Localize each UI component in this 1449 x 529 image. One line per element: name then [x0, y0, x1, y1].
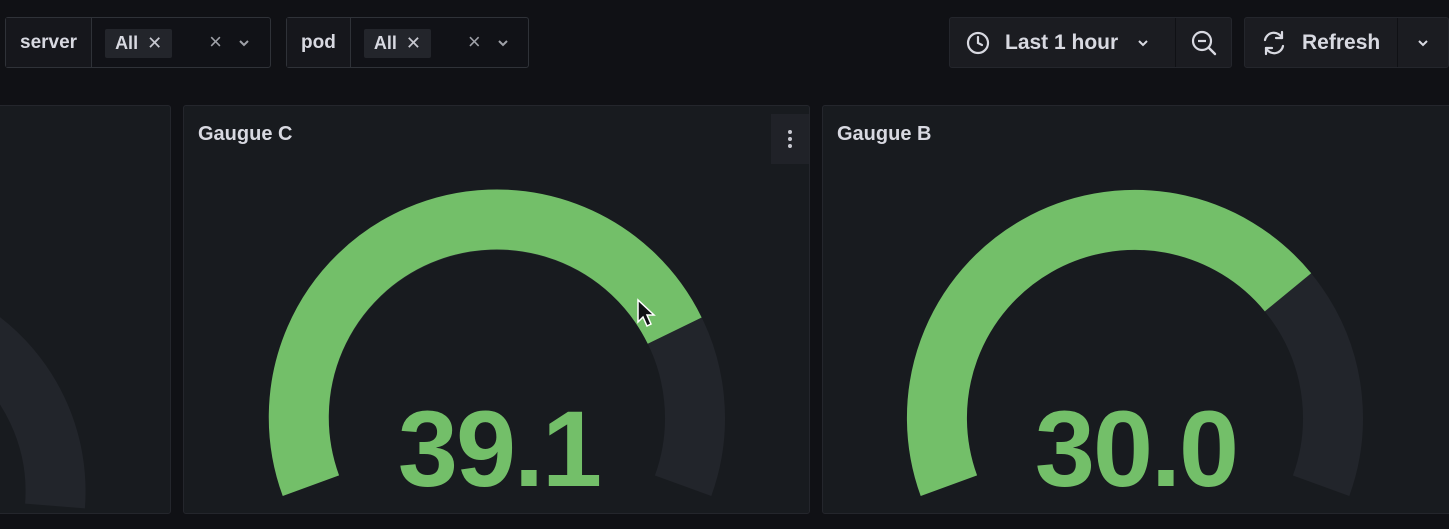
- clear-selection-icon[interactable]: ×: [467, 29, 481, 54]
- clear-selection-icon[interactable]: ×: [209, 29, 222, 54]
- gauge-value: 39.1: [397, 388, 602, 509]
- chip-label: All: [373, 33, 397, 53]
- remove-chip-icon[interactable]: ✕: [405, 33, 421, 53]
- gauge-chart: [906, 189, 1363, 496]
- remove-chip-icon[interactable]: ✕: [147, 33, 163, 53]
- chevron-down-icon: [1418, 39, 1428, 46]
- selected-chip-pod: All ✕: [363, 29, 431, 58]
- gauge-chart: [268, 189, 725, 496]
- chevron-down-icon[interactable]: [237, 36, 251, 50]
- divider: [1397, 18, 1398, 67]
- refresh-controls: Refresh: [1244, 17, 1449, 68]
- panel-title: Gaugue C: [198, 123, 293, 145]
- gauge-fill: [268, 189, 702, 496]
- panel-menu-icon[interactable]: [771, 114, 809, 164]
- gauge-value: 30.0: [1034, 388, 1239, 509]
- time-picker-label: Last 1 hour: [1005, 30, 1119, 54]
- variable-label-server: server: [6, 18, 93, 67]
- refresh-button[interactable]: Refresh: [1245, 18, 1397, 67]
- variable-server: server All ✕ ×: [5, 17, 271, 68]
- dashboard-toolbar: server All ✕ × pod All ✕ ×: [0, 0, 1449, 86]
- chip-label: All: [115, 33, 139, 53]
- panel-gaugue-c[interactable]: Gaugue C 39.1: [183, 105, 810, 514]
- mouse-cursor-icon: [637, 298, 656, 328]
- variable-label-pod: pod: [287, 18, 351, 67]
- variable-pod: pod All ✕ ×: [286, 17, 529, 68]
- chevron-down-icon: [1138, 39, 1148, 46]
- chevron-down-icon[interactable]: [496, 36, 510, 50]
- panel-title: Gaugue B: [837, 123, 932, 145]
- gauge-fill: [906, 189, 1312, 496]
- time-range-controls: Last 1 hour: [949, 17, 1232, 68]
- time-picker-button[interactable]: Last 1 hour: [950, 18, 1175, 67]
- clock-icon: [966, 31, 990, 54]
- zoom-out-icon: [1191, 30, 1216, 55]
- refresh-interval-dropdown[interactable]: [1398, 18, 1448, 67]
- refresh-icon: [1263, 30, 1285, 55]
- divider: [1175, 18, 1177, 67]
- bottom-strip: [0, 514, 1449, 529]
- gauge-partial: [0, 317, 86, 509]
- zoom-out-button[interactable]: [1176, 18, 1231, 67]
- variable-select-server[interactable]: All ✕ ×: [92, 18, 270, 67]
- selected-chip-server: All ✕: [105, 29, 173, 58]
- variable-select-pod[interactable]: All ✕ ×: [351, 18, 528, 67]
- refresh-label: Refresh: [1302, 30, 1381, 54]
- panel-gaugue-b[interactable]: Gaugue B 30.0: [822, 105, 1449, 514]
- panel-partial[interactable]: [0, 105, 171, 514]
